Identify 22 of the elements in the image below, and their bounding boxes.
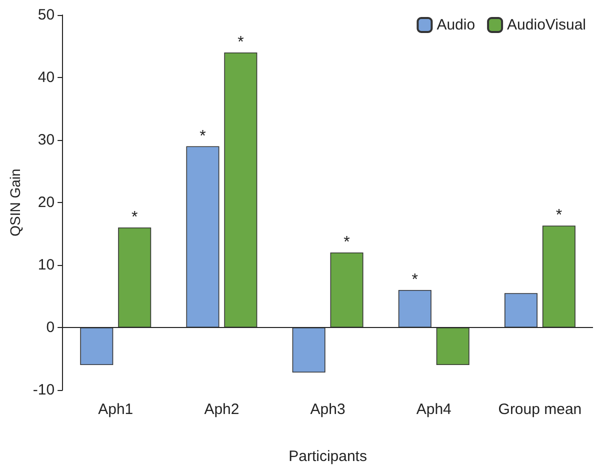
y-axis-title: QSIN Gain — [7, 168, 23, 236]
x-tick-label: Aph3 — [310, 401, 346, 418]
annotation: * — [131, 209, 138, 226]
x-tick-label: Aph2 — [204, 401, 240, 418]
annotation: * — [412, 272, 418, 288]
y-tick-label: 30 — [38, 132, 55, 148]
y-tick-label: 50 — [38, 6, 55, 24]
x-tick-label: Group mean — [498, 401, 582, 418]
x-axis-title: Participants — [288, 448, 367, 465]
annotation: * — [344, 234, 350, 251]
annotation: * — [238, 34, 244, 51]
legend-label: AudioVisual — [507, 16, 586, 34]
y-tick-label: -10 — [32, 382, 55, 398]
y-tick-label: 0 — [46, 319, 55, 336]
annotation: * — [556, 207, 562, 224]
legend-label: Audio — [436, 16, 476, 34]
annotation: * — [200, 128, 206, 145]
y-tick-label: 10 — [38, 256, 55, 274]
x-tick-label: Aph4 — [416, 401, 452, 418]
x-tick-label: Aph1 — [98, 401, 134, 418]
y-tick-label: 20 — [38, 194, 55, 211]
y-tick-label: 40 — [38, 69, 55, 86]
